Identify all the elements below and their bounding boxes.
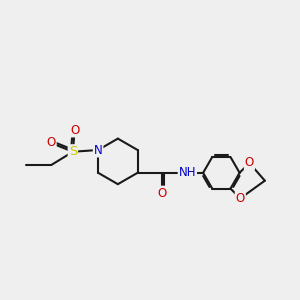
Text: S: S — [69, 145, 77, 158]
Text: O: O — [158, 187, 167, 200]
Text: NH: NH — [178, 166, 196, 179]
Text: O: O — [46, 136, 56, 149]
Text: O: O — [245, 157, 254, 169]
Text: O: O — [236, 192, 245, 205]
Text: O: O — [70, 124, 79, 136]
Text: N: N — [94, 143, 103, 157]
